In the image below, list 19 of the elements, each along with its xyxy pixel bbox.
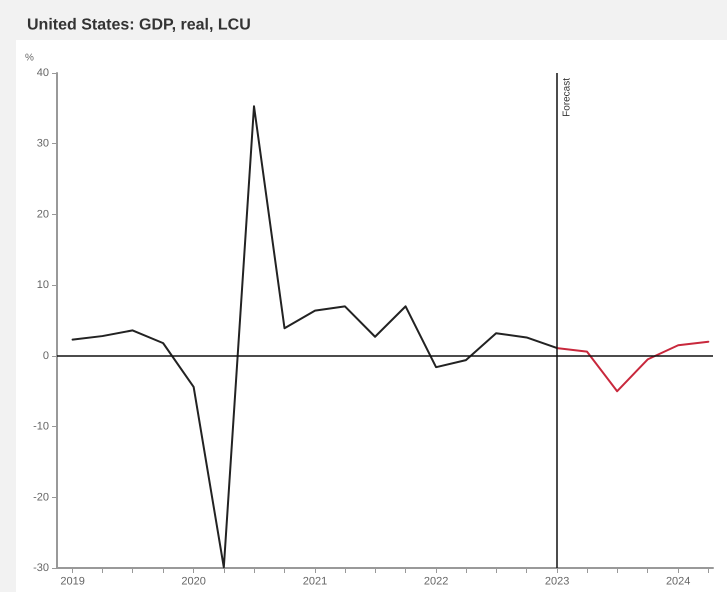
x-tick-label: 2021 xyxy=(302,576,328,588)
y-tick-label: 20 xyxy=(36,208,49,220)
y-tick-label: -30 xyxy=(33,562,49,574)
chart-title: United States: GDP, real, LCU xyxy=(27,16,251,34)
y-tick-label: 10 xyxy=(36,279,49,292)
x-tick-label: 2019 xyxy=(60,576,85,588)
x-tick-label: 2024 xyxy=(666,576,690,588)
y-tick-label: -10 xyxy=(33,420,49,433)
y-tick-label: 40 xyxy=(36,67,49,79)
ref-line-label: Forecast xyxy=(562,78,573,117)
x-tick-label: 2023 xyxy=(544,576,570,588)
y-axis-title: % xyxy=(25,52,34,64)
line-series xyxy=(556,340,710,392)
y-tick-label: 0 xyxy=(42,350,49,362)
x-tick-label: 2020 xyxy=(181,576,206,588)
y-tick-label: 30 xyxy=(36,138,49,150)
line-series xyxy=(72,105,558,568)
x-tick-label: 2022 xyxy=(424,576,448,588)
y-tick-label: -20 xyxy=(33,491,49,504)
